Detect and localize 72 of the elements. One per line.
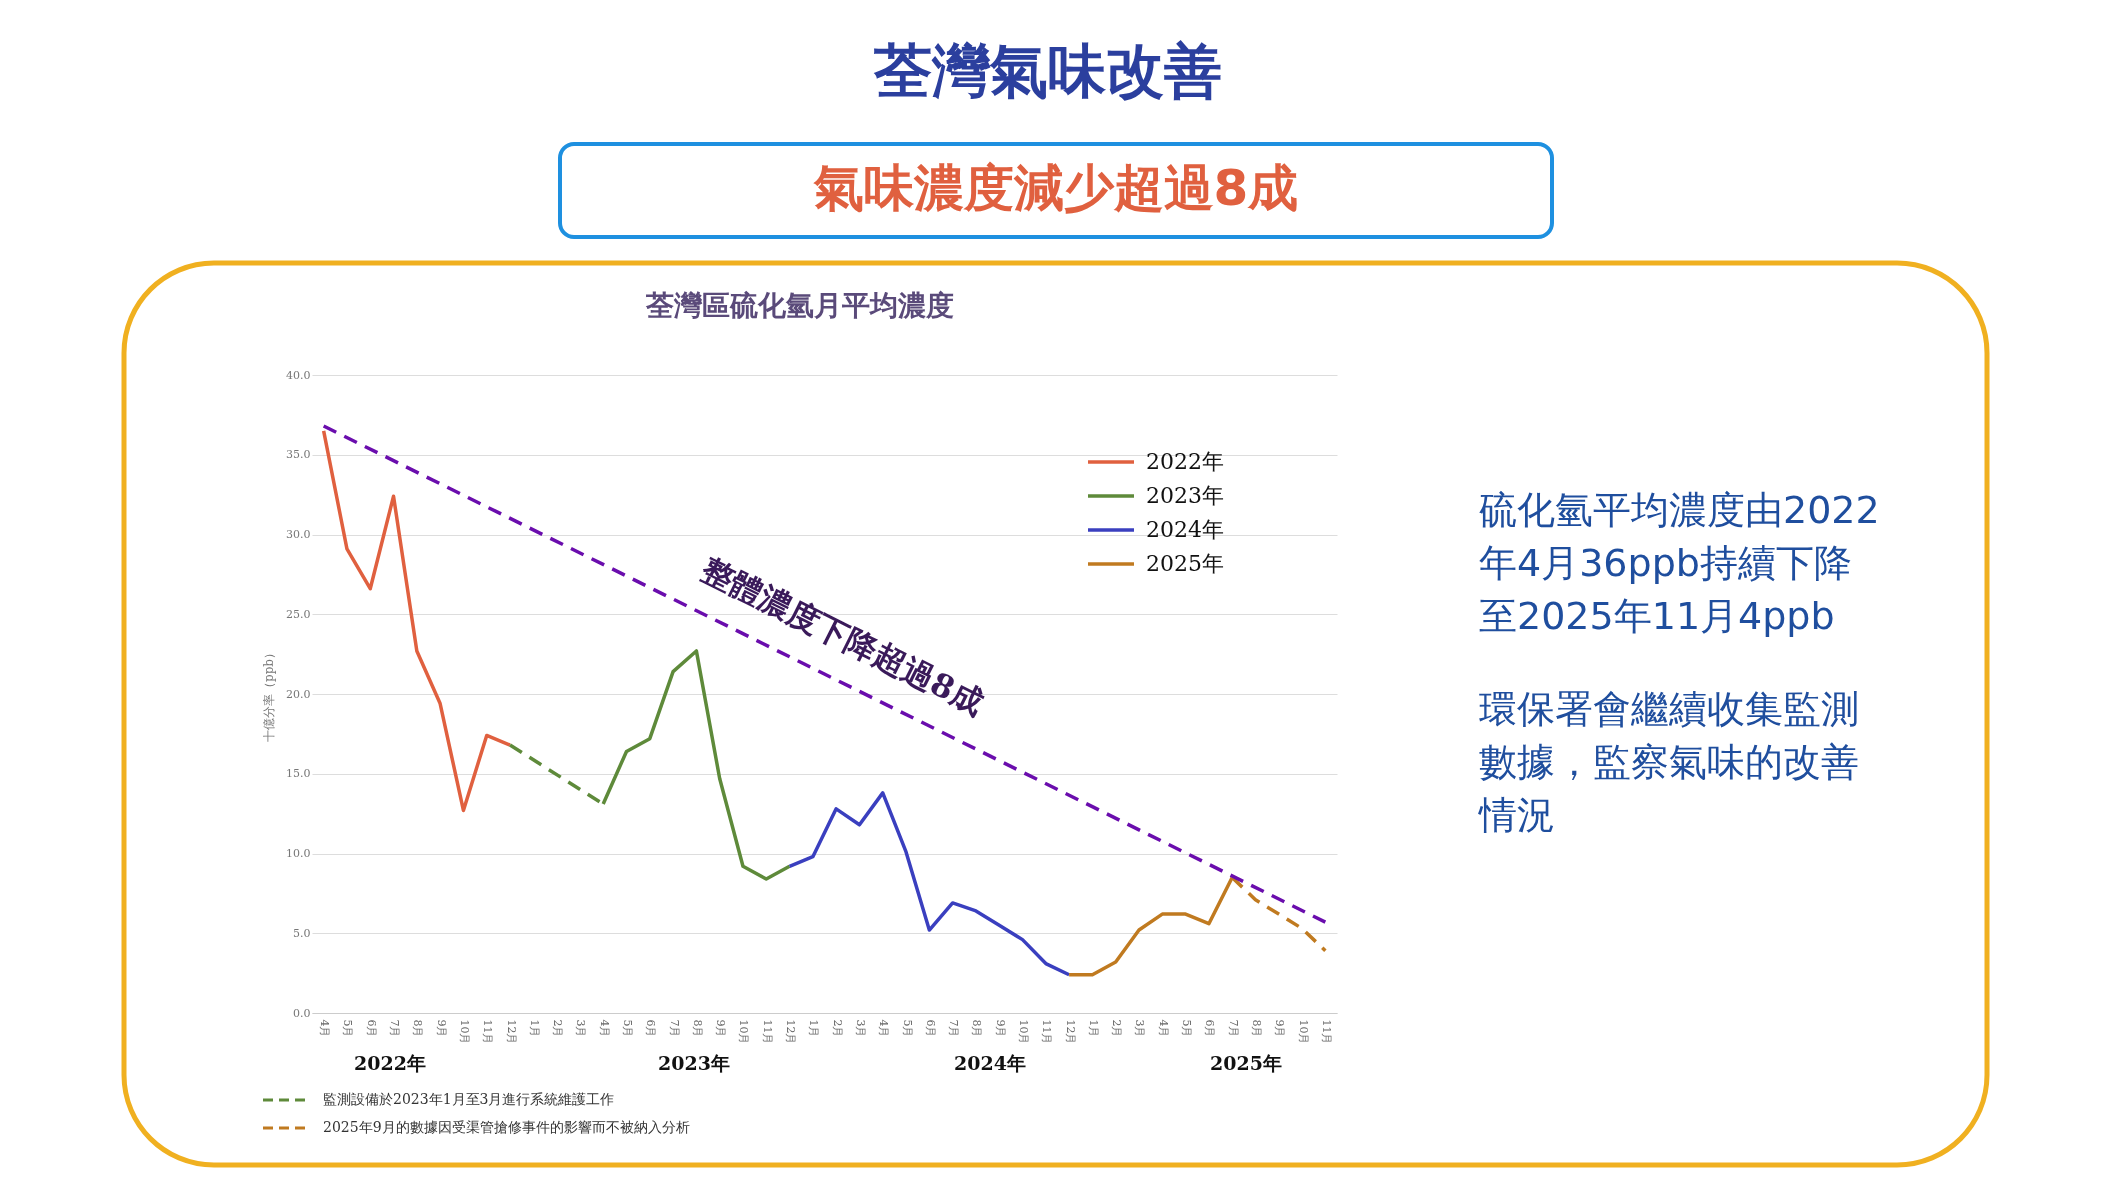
x-tick-label: 1月 — [807, 1019, 821, 1038]
x-tick-label: 3月 — [1133, 1019, 1147, 1038]
y-tick-label: 25.0 — [286, 607, 311, 621]
x-tick-label: 10月 — [1296, 1019, 1310, 1045]
y-tick-label: 10.0 — [286, 847, 311, 860]
x-tick-label: 4月 — [597, 1019, 611, 1038]
x-tick-label: 5月 — [620, 1019, 634, 1038]
x-tick-label: 9月 — [1273, 1019, 1287, 1038]
text: 荃灣區硫化氫月平均濃度 — [645, 289, 954, 322]
text: 2025年9月的數據因受渠管搶修事件的影響而不被納入分析 — [323, 1119, 690, 1135]
x-tick-label: 4月 — [877, 1019, 891, 1038]
text: 2025年 — [1210, 1052, 1282, 1074]
y-tick-label: 5.0 — [293, 926, 311, 940]
legend-label: 2023年 — [1146, 483, 1224, 508]
x-tick-label: 3月 — [853, 1019, 867, 1038]
x-tick-label: 10月 — [457, 1019, 471, 1045]
x-tick-label: 11月 — [1040, 1019, 1054, 1045]
text: 2023年 — [658, 1052, 730, 1074]
legend-label: 2024年 — [1146, 517, 1224, 542]
x-tick-label: 10月 — [737, 1019, 751, 1045]
x-tick-label: 8月 — [690, 1019, 704, 1038]
line-series — [787, 791, 1071, 977]
x-tick-label: 8月 — [970, 1019, 984, 1038]
y-tick-label: 40.0 — [286, 368, 311, 382]
x-tick-label: 6月 — [1203, 1019, 1217, 1038]
chart-title: 荃灣氣味改善 — [873, 37, 1222, 105]
x-tick-label: 7月 — [1226, 1019, 1240, 1038]
x-tick-label: 5月 — [900, 1019, 914, 1038]
x-tick-label: 2月 — [551, 1019, 565, 1038]
x-tick-label: 12月 — [784, 1019, 798, 1045]
x-tick-label: 5月 — [341, 1019, 355, 1038]
x-tick-label: 1月 — [527, 1019, 541, 1038]
x-tick-label: 11月 — [760, 1019, 774, 1045]
x-tick-label: 12月 — [1063, 1019, 1077, 1045]
x-tick-label: 5月 — [1180, 1019, 1194, 1038]
y-tick-label: 15.0 — [286, 767, 311, 781]
x-tick-label: 6月 — [644, 1019, 658, 1038]
x-tick-label: 4月 — [318, 1019, 332, 1038]
annotation: 整體濃度下降超過8成 — [694, 549, 990, 723]
x-tick-label: 3月 — [574, 1019, 588, 1038]
text: 2024年 — [954, 1052, 1026, 1074]
y-tick-label: 35.0 — [286, 448, 311, 462]
legend-label: 2022年 — [1146, 449, 1224, 474]
x-tick-label: 8月 — [1249, 1019, 1263, 1038]
y-tick-label: 20.0 — [286, 687, 311, 701]
x-tick-label: 7月 — [388, 1019, 402, 1038]
x-tick-label: 8月 — [411, 1019, 425, 1038]
x-tick-label: 10月 — [1017, 1019, 1031, 1045]
text: 硫化氫平均濃度由2022年4月36ppb持續下降至2025年11月4ppb — [1479, 488, 1880, 638]
text: 監測設備於2023年1月至3月進行系統維護工作 — [323, 1091, 615, 1107]
legend-label: 2025年 — [1146, 551, 1224, 576]
x-tick-label: 2月 — [830, 1019, 844, 1038]
text: 2022年 — [354, 1052, 426, 1074]
x-tick-label: 6月 — [364, 1019, 378, 1038]
line-series — [321, 429, 512, 813]
x-tick-label: 9月 — [714, 1019, 728, 1038]
x-tick-label: 2月 — [1110, 1019, 1124, 1038]
x-tick-label: 7月 — [667, 1019, 681, 1038]
x-tick-label: 6月 — [923, 1019, 937, 1038]
y-axis-title: 十億分率（ppb） — [262, 646, 277, 743]
text: 環保署會繼續收集監測數據，監察氣味的改善情況 — [1478, 687, 1859, 837]
x-tick-label: 11月 — [1319, 1019, 1333, 1045]
x-tick-label: 7月 — [947, 1019, 961, 1038]
x-tick-label: 1月 — [1086, 1019, 1100, 1038]
x-tick-label: 11月 — [481, 1019, 495, 1045]
x-tick-label: 4月 — [1156, 1019, 1170, 1038]
x-tick-label: 12月 — [504, 1019, 518, 1045]
x-tick-label: 9月 — [434, 1019, 448, 1038]
x-tick-label: 9月 — [993, 1019, 1007, 1038]
y-tick-label: 30.0 — [286, 528, 311, 541]
y-tick-label: 0.0 — [293, 1006, 311, 1020]
chart-subtitle: 氣味濃度減少超過8成 — [812, 159, 1299, 217]
